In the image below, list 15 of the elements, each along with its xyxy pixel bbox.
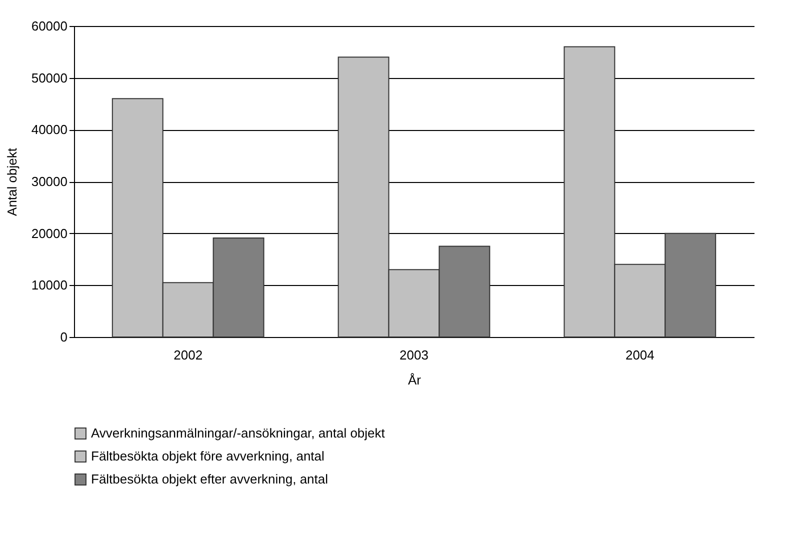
y-axis-title: Antal objekt — [4, 148, 20, 216]
y-tick-label: 50000 — [31, 70, 68, 86]
y-tick-label: 10000 — [31, 278, 68, 293]
legend-label: Fältbesökta objekt efter avverkning, antal — [91, 472, 328, 486]
x-tick-label: 2003 — [400, 348, 428, 362]
legend-label: Avverkningsanmälningar/-ansökningar, antal objekt — [91, 426, 386, 440]
legend-label: Fältbesökta objekt före avverkning, antal — [91, 448, 325, 464]
y-tick-label: 40000 — [31, 122, 68, 138]
y-tick-label: 60000 — [31, 18, 68, 34]
x-tick-label: 2002 — [174, 348, 203, 362]
x-tick-label: 2004 — [625, 348, 654, 362]
y-tick-label: 30000 — [31, 174, 68, 189]
y-tick-label: 20000 — [31, 226, 68, 241]
x-axis-title: År — [408, 372, 422, 388]
y-tick-label: 0 — [60, 330, 68, 344]
